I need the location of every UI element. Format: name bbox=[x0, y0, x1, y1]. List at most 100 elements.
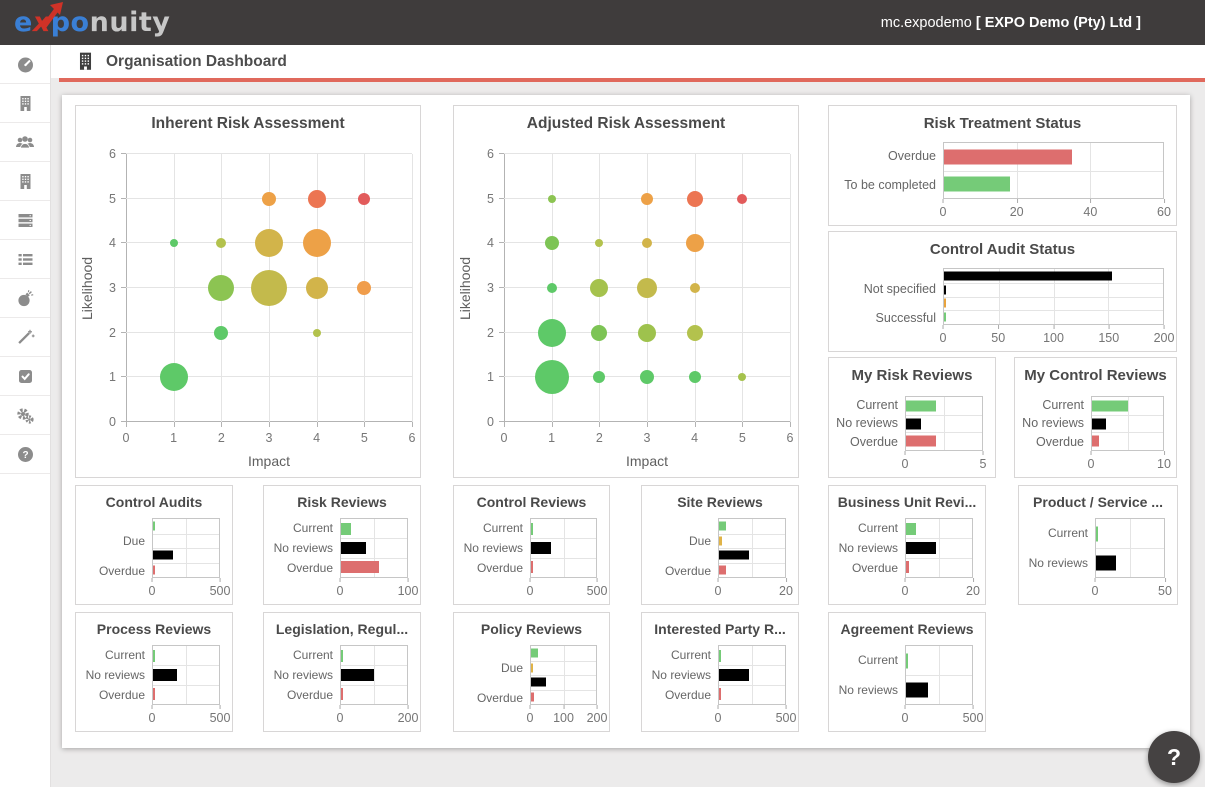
bar-category-labels: Overdue To be completed bbox=[835, 142, 943, 199]
bar-row0 bbox=[944, 271, 1112, 281]
risk-treatment-bar-chart: Overdue To be completed 0 20 40 60 bbox=[835, 142, 1171, 223]
bar-category-label bbox=[80, 548, 152, 563]
sidebar-item-business-units[interactable] bbox=[0, 162, 50, 201]
gridline bbox=[1016, 143, 1018, 198]
bar-category-label: Overdue bbox=[476, 690, 523, 705]
chart-title: Legislation, Regul... bbox=[275, 621, 409, 637]
y-tick-mark bbox=[121, 287, 126, 288]
bar-plot-area bbox=[943, 142, 1164, 199]
accent-underline bbox=[59, 78, 1205, 82]
bar-category-labels: Current No reviews bbox=[1023, 518, 1095, 578]
account-label: mc.expodemo [ EXPO Demo (Pty) Ltd ] bbox=[881, 15, 1141, 31]
bubble-point bbox=[255, 229, 283, 258]
bubble-point bbox=[534, 360, 569, 395]
bar-row2 bbox=[719, 550, 749, 560]
sidebar-item-tasks[interactable] bbox=[0, 357, 50, 396]
sidebar-item-dashboard[interactable] bbox=[0, 45, 50, 84]
gridline bbox=[1053, 269, 1055, 324]
bar-No reviews bbox=[1096, 555, 1117, 570]
bar-category-label: Due bbox=[122, 533, 145, 548]
gridline bbox=[374, 646, 375, 704]
app-logo[interactable]: exponuity bbox=[14, 2, 170, 36]
account-organisation: [ EXPO Demo (Pty) Ltd ] bbox=[975, 14, 1141, 31]
x-tick-label: 0 bbox=[148, 705, 156, 725]
bar-category-label: Successful bbox=[875, 310, 936, 325]
chart-title: My Risk Reviews bbox=[851, 367, 973, 384]
x-tick-mark bbox=[694, 422, 696, 427]
help-button[interactable]: ? bbox=[1148, 731, 1200, 783]
y-tick-mark bbox=[121, 421, 126, 422]
bar-category-label: Not specified bbox=[863, 282, 936, 297]
bar-row0 bbox=[153, 521, 155, 531]
bubble-point bbox=[688, 371, 701, 384]
x-tick-label: 4 bbox=[691, 431, 699, 445]
bar-category-label: No reviews bbox=[85, 668, 145, 682]
y-tick-label: 0 bbox=[109, 415, 116, 429]
bar-category-label: No reviews bbox=[838, 541, 898, 555]
bar-category-labels: Current No reviews Overdue bbox=[835, 396, 905, 451]
bar-category-label: No reviews bbox=[838, 683, 898, 697]
sidebar-item-risks[interactable] bbox=[0, 279, 50, 318]
bar-Current bbox=[906, 653, 908, 668]
chart-title: Control Reviews bbox=[476, 494, 587, 510]
bar-category-label bbox=[646, 548, 718, 563]
bar-category-label: Overdue bbox=[888, 149, 936, 164]
bar-row0 bbox=[719, 521, 726, 531]
bubble-point bbox=[208, 275, 235, 301]
bubble-point bbox=[686, 190, 703, 207]
bubble-point bbox=[686, 324, 703, 341]
sidebar-item-lists[interactable] bbox=[0, 240, 50, 279]
svg-text:?: ? bbox=[22, 450, 28, 461]
chart-title: Control Audits bbox=[105, 494, 203, 510]
business-unit-reviews-bar-chart: Current No reviews Overdue 0 20 bbox=[833, 518, 980, 602]
bar-category-labels: Not specified Successful bbox=[835, 268, 943, 325]
gridline bbox=[504, 153, 790, 154]
sidebar-item-settings[interactable] bbox=[0, 396, 50, 435]
bar-row0 bbox=[531, 648, 538, 658]
y-tick-mark bbox=[499, 376, 504, 378]
panel-business-unit-reviews: Business Unit Revi... Current No reviews O… bbox=[828, 485, 986, 605]
chart-title: Risk Treatment Status bbox=[923, 115, 1082, 132]
control-audit-status-bar-chart: Not specified Successful 0 50 100 150 200 bbox=[835, 268, 1174, 349]
x-axis-title: Impact bbox=[625, 453, 668, 469]
gridline bbox=[1089, 143, 1091, 198]
site-reviews-bar-chart: Due Overdue 0 20 bbox=[646, 518, 793, 602]
x-tick-mark bbox=[173, 422, 175, 427]
bar-Current bbox=[1092, 400, 1128, 412]
gridline bbox=[186, 519, 187, 577]
bubble-point bbox=[546, 283, 557, 293]
sidebar-item-registers[interactable] bbox=[0, 201, 50, 240]
chart-title: Adjusted Risk Assessment bbox=[526, 115, 726, 132]
bubble-point bbox=[737, 193, 748, 204]
panel-control-audit-status: Control Audit Status Not specified Succes… bbox=[828, 231, 1177, 352]
bar-row2 bbox=[153, 550, 173, 560]
y-tick-mark bbox=[499, 153, 504, 154]
x-axis: 0 100 200 bbox=[527, 705, 607, 729]
x-axis: 0 500 bbox=[148, 578, 230, 602]
x-tick-label: 10 bbox=[1157, 451, 1171, 471]
agreement-reviews-bar-chart: Current No reviews 0 500 bbox=[833, 645, 983, 729]
my-control-reviews-bar-chart: Current No reviews Overdue 0 10 bbox=[1021, 396, 1171, 475]
gridline bbox=[939, 519, 940, 577]
x-tick-label: 0 bbox=[714, 705, 722, 725]
x-axis: 0 10 bbox=[1088, 451, 1171, 475]
bar-Current bbox=[153, 649, 155, 662]
x-tick-label: 200 bbox=[1153, 325, 1175, 345]
x-tick-label: 500 bbox=[209, 705, 231, 725]
top-header-bar: exponuity mc.expodemo [ EXPO Demo (Pty) … bbox=[0, 0, 1205, 45]
x-tick-label: 200 bbox=[586, 705, 608, 725]
bar-category-label: No reviews bbox=[1028, 556, 1088, 570]
y-tick-label: 5 bbox=[109, 191, 116, 206]
sidebar-item-organisation[interactable] bbox=[0, 84, 50, 123]
sidebar-item-users[interactable] bbox=[0, 123, 50, 162]
gridline bbox=[563, 519, 565, 577]
bubble-point bbox=[251, 270, 287, 306]
sidebar-item-help[interactable]: ? bbox=[0, 435, 50, 474]
sidebar-item-wizard[interactable] bbox=[0, 318, 50, 357]
x-tick-label: 0 bbox=[148, 578, 156, 598]
x-axis: 0 500 bbox=[714, 705, 796, 729]
x-tick-label: 0 bbox=[122, 431, 130, 445]
left-nav-sidebar: ? bbox=[0, 45, 51, 787]
bar-category-label: To be completed bbox=[844, 177, 936, 192]
x-tick-label: 2 bbox=[595, 431, 603, 445]
